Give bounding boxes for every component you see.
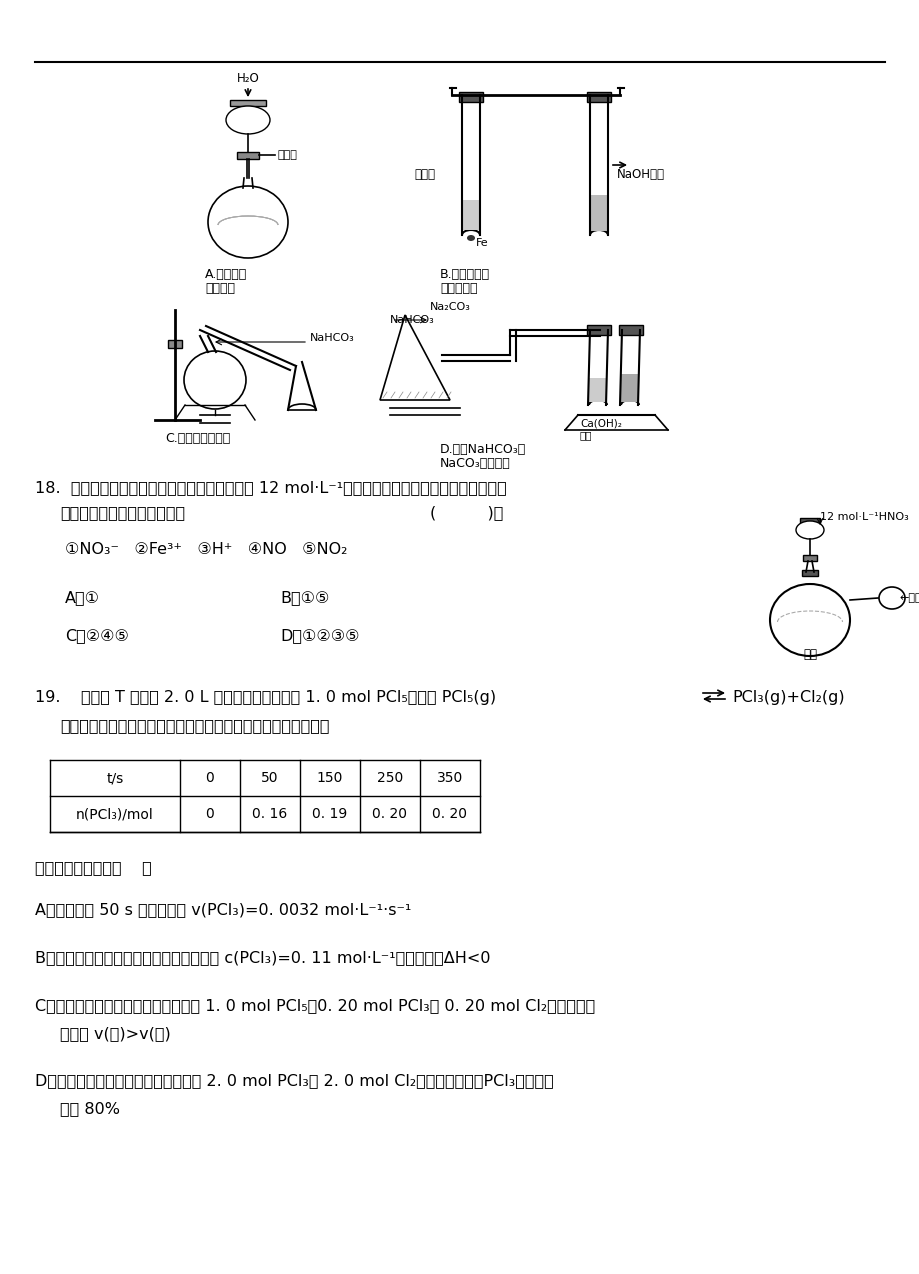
Text: 150: 150 bbox=[316, 771, 343, 785]
Bar bbox=[237, 152, 259, 159]
Text: C．相同温度下，起始时向容器中充入 1. 0 mol PCl₅、0. 20 mol PCl₃和 0. 20 mol Cl₂，反应达到: C．相同温度下，起始时向容器中充入 1. 0 mol PCl₅、0. 20 mo… bbox=[35, 998, 595, 1013]
Text: 350: 350 bbox=[437, 771, 462, 785]
Polygon shape bbox=[380, 315, 449, 400]
Text: ←气球: ←气球 bbox=[899, 592, 919, 603]
Text: 稀硫酸: 稀硫酸 bbox=[414, 168, 435, 181]
Text: 18.  如图所示，向一定量的铁粉中加入一定体积 12 mol·L⁻¹的硝酸并加热，待反应结束时，下列微: 18. 如图所示，向一定量的铁粉中加入一定体积 12 mol·L⁻¹的硝酸并加热… bbox=[35, 480, 506, 496]
Text: 平衡前 v(正)>v(逆): 平衡前 v(正)>v(逆) bbox=[60, 1026, 171, 1041]
Text: 12 mol·L⁻¹HNO₃: 12 mol·L⁻¹HNO₃ bbox=[819, 512, 908, 522]
Bar bbox=[801, 569, 817, 576]
Text: B.制备并观察: B.制备并观察 bbox=[439, 268, 490, 282]
Text: D.比较NaHCO₃和: D.比较NaHCO₃和 bbox=[439, 443, 526, 456]
Text: A.检查装置: A.检查装置 bbox=[205, 268, 247, 282]
Ellipse shape bbox=[208, 186, 288, 259]
Text: 0. 20: 0. 20 bbox=[372, 806, 407, 820]
Text: B．保持其他条件不变，升高温度，平衡时 c(PCl₃)=0. 11 mol·L⁻¹，则反应的ΔH<0: B．保持其他条件不变，升高温度，平衡时 c(PCl₃)=0. 11 mol·L⁻… bbox=[35, 950, 490, 964]
Text: 铁粉: 铁粉 bbox=[802, 648, 816, 661]
Bar bbox=[586, 325, 610, 335]
Text: 的气密性: 的气密性 bbox=[205, 282, 234, 296]
Text: Fe: Fe bbox=[475, 238, 488, 248]
Bar bbox=[620, 375, 639, 403]
Bar bbox=[618, 325, 642, 335]
Text: 0: 0 bbox=[206, 806, 214, 820]
Text: H₂O: H₂O bbox=[236, 73, 259, 85]
Text: C.除去溴苯中的苯: C.除去溴苯中的苯 bbox=[165, 432, 230, 445]
Text: 0. 19: 0. 19 bbox=[312, 806, 347, 820]
Text: A．①: A．① bbox=[65, 590, 100, 605]
Text: 250: 250 bbox=[377, 771, 403, 785]
Ellipse shape bbox=[226, 106, 269, 134]
Text: NaCO₃热稳定性: NaCO₃热稳定性 bbox=[439, 457, 510, 470]
Text: 溶液: 溶液 bbox=[579, 431, 592, 440]
Text: 0. 20: 0. 20 bbox=[432, 806, 467, 820]
Bar bbox=[168, 340, 182, 348]
Text: 50: 50 bbox=[261, 771, 278, 785]
Text: PCl₃(g)+Cl₂(g): PCl₃(g)+Cl₂(g) bbox=[732, 691, 844, 705]
Ellipse shape bbox=[769, 583, 849, 656]
Text: C．②④⑤: C．②④⑤ bbox=[65, 628, 129, 643]
Text: n(PCl₃)/mol: n(PCl₃)/mol bbox=[76, 806, 153, 820]
Text: NaHCO₃: NaHCO₃ bbox=[310, 333, 355, 343]
Text: Ca(OH)₂: Ca(OH)₂ bbox=[579, 418, 621, 428]
Bar bbox=[588, 378, 607, 403]
Text: (          )。: ( )。 bbox=[429, 505, 503, 520]
Ellipse shape bbox=[467, 234, 474, 241]
Text: 0: 0 bbox=[206, 771, 214, 785]
Bar bbox=[230, 99, 266, 106]
Text: 19.    温度为 T 时，向 2. 0 L 恒容密闭容器中充入 1. 0 mol PCl₅，反应 PCl₅(g): 19. 温度为 T 时，向 2. 0 L 恒容密闭容器中充入 1. 0 mol … bbox=[35, 691, 495, 705]
Text: 小于 80%: 小于 80% bbox=[60, 1101, 119, 1116]
Text: ①NO₃⁻   ②Fe³⁺   ③H⁺   ④NO   ⑤NO₂: ①NO₃⁻ ②Fe³⁺ ③H⁺ ④NO ⑤NO₂ bbox=[65, 541, 347, 557]
Ellipse shape bbox=[878, 587, 904, 609]
Ellipse shape bbox=[184, 352, 245, 409]
Text: NaHCO₃: NaHCO₃ bbox=[390, 315, 435, 325]
Text: 下列说法正确的是（    ）: 下列说法正确的是（ ） bbox=[35, 860, 152, 875]
Bar bbox=[800, 519, 819, 524]
Text: 氢氧化亚铁: 氢氧化亚铁 bbox=[439, 282, 477, 296]
Bar bbox=[802, 555, 816, 561]
Text: A．反应在前 50 s 的平均速率 v(PCl₃)=0. 0032 mol·L⁻¹·s⁻¹: A．反应在前 50 s 的平均速率 v(PCl₃)=0. 0032 mol·L⁻… bbox=[35, 902, 411, 917]
Text: D．①②③⑤: D．①②③⑤ bbox=[279, 628, 359, 643]
Text: NaOH溶液: NaOH溶液 bbox=[617, 168, 664, 181]
Text: D．相同温度下，起始时向容器中充入 2. 0 mol PCl₃和 2. 0 mol Cl₂，达到平衡时，PCl₃的转化率: D．相同温度下，起始时向容器中充入 2. 0 mol PCl₃和 2. 0 mo… bbox=[35, 1073, 553, 1088]
Bar bbox=[590, 195, 607, 231]
Text: B．①⑤: B．①⑤ bbox=[279, 590, 329, 605]
Bar bbox=[459, 92, 482, 102]
Bar bbox=[462, 200, 479, 231]
Text: 0. 16: 0. 16 bbox=[252, 806, 288, 820]
Text: 止水夹: 止水夹 bbox=[278, 150, 298, 161]
Text: 粒在体系中一定大量存在的是: 粒在体系中一定大量存在的是 bbox=[60, 505, 185, 520]
Text: 经过一段时间后达到平衡。反应过程中测定的部分数据见下表：: 经过一段时间后达到平衡。反应过程中测定的部分数据见下表： bbox=[60, 719, 329, 733]
Text: Na₂CO₃: Na₂CO₃ bbox=[429, 302, 471, 312]
Ellipse shape bbox=[795, 521, 823, 539]
Text: t/s: t/s bbox=[107, 771, 123, 785]
Bar bbox=[586, 92, 610, 102]
